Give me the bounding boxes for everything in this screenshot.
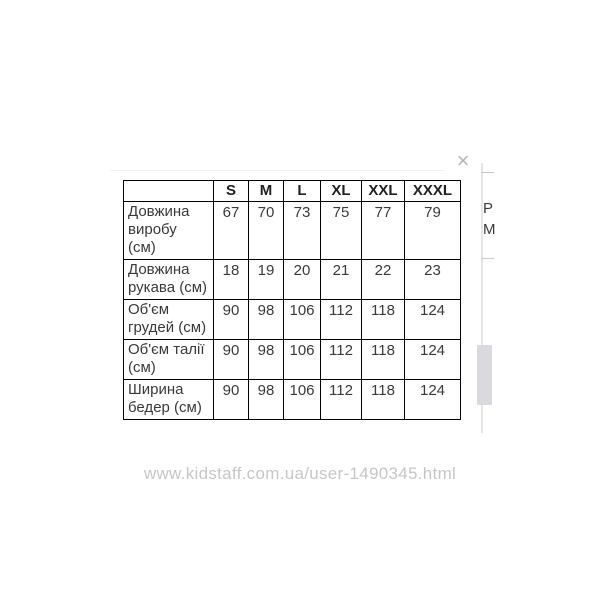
side-panel-border-tick-bottom	[481, 258, 494, 259]
size-value-cell: 79	[404, 201, 461, 260]
row-label-sleeve-length: Довжина рукава (см)	[123, 259, 214, 300]
side-panel-divider	[481, 163, 483, 433]
size-value-cell: 90	[213, 379, 249, 420]
size-value-cell: 21	[320, 259, 362, 300]
row-label-line: (см)	[128, 239, 156, 256]
size-col-l: L	[283, 180, 321, 202]
row-label-line: рукава (см)	[128, 279, 208, 296]
size-value-cell: 75	[320, 201, 362, 260]
side-panel-clipped-text: Р М'	[483, 198, 496, 240]
row-label-line: (см)	[128, 359, 156, 376]
size-col-xxxl: XXXL	[404, 180, 461, 202]
size-value-cell: 18	[213, 259, 249, 300]
table-row: Об'єм талії (см) 90 98 106 112 118 124	[123, 339, 461, 380]
size-value-cell: 73	[283, 201, 321, 260]
size-col-m: M	[248, 180, 284, 202]
size-value-cell: 23	[404, 259, 461, 300]
size-value-cell: 77	[361, 201, 405, 260]
size-value-cell: 90	[213, 299, 249, 340]
size-value-cell: 118	[361, 339, 405, 380]
row-label-line: виробу	[128, 221, 177, 238]
table-row: Довжина рукава (см) 18 19 20 21 22 23	[123, 259, 461, 300]
watermark-url: www.kidstaff.com.ua/user-1490345.html	[143, 464, 457, 483]
size-value-cell: 106	[283, 379, 321, 420]
row-label-line: Довжина	[128, 203, 190, 220]
row-label-line: грудей (см)	[128, 319, 207, 336]
row-label-chest: Об'єм грудей (см)	[123, 299, 214, 340]
size-chart-corner-cell	[123, 180, 214, 202]
side-panel-border-tick-top	[481, 172, 494, 173]
row-label-waist: Об'єм талії (см)	[123, 339, 214, 380]
size-value-cell: 19	[248, 259, 284, 300]
table-row: Ширина бедер (см) 90 98 106 112 118 124	[123, 379, 461, 420]
size-col-s: S	[213, 180, 249, 202]
size-value-cell: 112	[320, 379, 362, 420]
size-value-cell: 98	[248, 339, 284, 380]
size-value-cell: 112	[320, 339, 362, 380]
size-value-cell: 22	[361, 259, 405, 300]
size-value-cell: 118	[361, 379, 405, 420]
row-label-hips: Ширина бедер (см)	[123, 379, 214, 420]
row-label-product-length: Довжина виробу (см)	[123, 201, 214, 260]
size-chart-header-row: S M L XL XXL XXXL	[123, 180, 461, 202]
row-label-line: Об'єм талії	[128, 341, 205, 358]
size-value-cell: 124	[404, 339, 461, 380]
close-icon[interactable]: ×	[451, 149, 475, 173]
size-value-cell: 124	[404, 299, 461, 340]
size-col-xl: XL	[320, 180, 362, 202]
table-row: Довжина виробу (см) 67 70 73 75 77 79	[123, 201, 461, 260]
size-value-cell: 98	[248, 379, 284, 420]
size-value-cell: 98	[248, 299, 284, 340]
size-value-cell: 70	[248, 201, 284, 260]
size-value-cell: 67	[213, 201, 249, 260]
row-label-line: Об'єм	[128, 301, 170, 318]
size-chart-table: S M L XL XXL XXXL Довжина виробу (см) 67…	[123, 180, 461, 420]
size-value-cell: 124	[404, 379, 461, 420]
row-label-line: Довжина	[128, 261, 190, 278]
size-value-cell: 112	[320, 299, 362, 340]
size-value-cell: 90	[213, 339, 249, 380]
size-value-cell: 106	[283, 299, 321, 340]
table-row: Об'єм грудей (см) 90 98 106 112 118 124	[123, 299, 461, 340]
image-edge-line	[110, 170, 445, 171]
size-value-cell: 106	[283, 339, 321, 380]
size-value-cell: 118	[361, 299, 405, 340]
row-label-line: Ширина	[128, 381, 184, 398]
row-label-line: бедер (см)	[128, 399, 202, 416]
size-col-xxl: XXL	[361, 180, 405, 202]
scrollbar-thumb[interactable]	[477, 345, 492, 405]
side-panel-text-line: М'	[483, 221, 496, 238]
size-value-cell: 20	[283, 259, 321, 300]
side-panel-text-line: Р	[483, 200, 494, 217]
